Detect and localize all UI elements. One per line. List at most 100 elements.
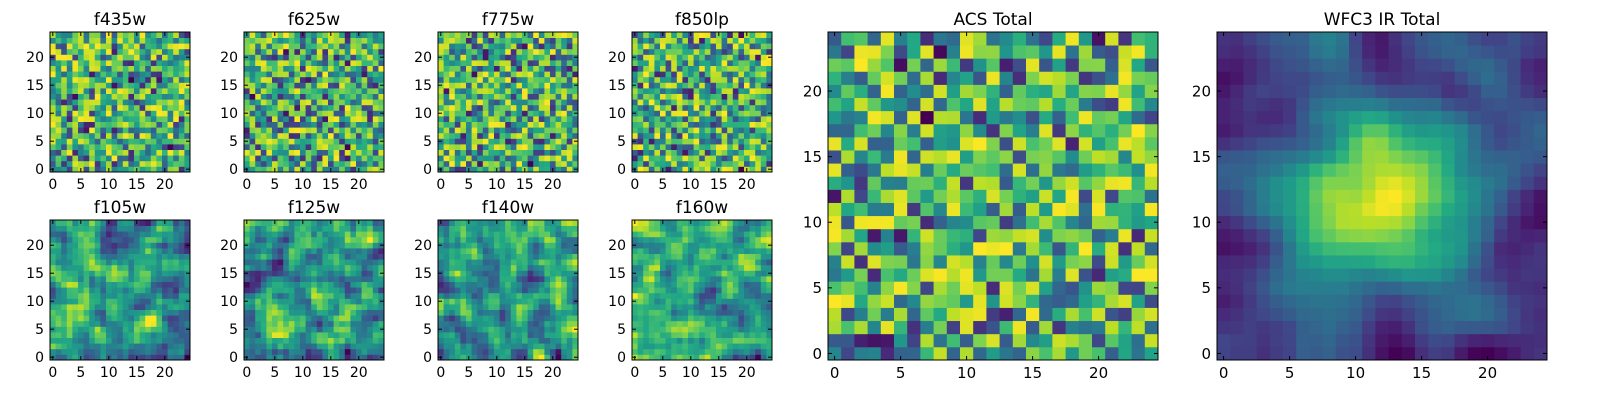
heatmap-cell: [483, 127, 489, 133]
heatmap-cell: [78, 237, 84, 243]
heatmap-cell: [733, 43, 739, 49]
heatmap-cell: [477, 110, 483, 116]
heatmap-cell: [494, 332, 500, 338]
heatmap-cell: [438, 161, 444, 167]
heatmap-cell: [505, 82, 511, 88]
heatmap-cell: [500, 332, 506, 338]
heatmap-cell: [505, 71, 511, 77]
heatmap-cell: [162, 88, 168, 94]
heatmap-cell: [500, 298, 506, 304]
heatmap-cell: [306, 265, 312, 271]
heatmap-cell: [455, 60, 461, 66]
heatmap-cell: [561, 60, 567, 66]
heatmap-cell: [733, 127, 739, 133]
heatmap-cell: [294, 304, 300, 310]
heatmap-cell: [682, 304, 688, 310]
heatmap-cell: [483, 122, 489, 128]
heatmap-cell: [162, 326, 168, 332]
heatmap-cell: [328, 144, 334, 150]
heatmap-cell: [134, 60, 140, 66]
heatmap-cell: [100, 237, 106, 243]
heatmap-cell: [460, 49, 466, 55]
heatmap-cell: [168, 32, 174, 38]
heatmap-cell: [151, 144, 157, 150]
heatmap-cell: [638, 88, 644, 94]
heatmap-cell: [289, 82, 295, 88]
heatmap-cell: [460, 99, 466, 105]
heatmap-cell: [306, 105, 312, 111]
heatmap-cell: [750, 122, 756, 128]
heatmap-cell: [278, 226, 284, 232]
heatmap-cell: [522, 122, 528, 128]
heatmap-cell: [373, 54, 379, 60]
heatmap-cell: [255, 248, 261, 254]
heatmap-cell: [444, 237, 450, 243]
heatmap-cell: [373, 77, 379, 83]
heatmap-cell: [511, 293, 517, 299]
heatmap-cell: [78, 116, 84, 122]
heatmap-cell: [294, 242, 300, 248]
heatmap-cell: [455, 315, 461, 321]
heatmap-cell: [638, 293, 644, 299]
heatmap-cell: [550, 321, 556, 327]
heatmap-cell: [522, 226, 528, 232]
heatmap-cell: [89, 99, 95, 105]
heatmap-cell: [61, 321, 67, 327]
heatmap-cell: [50, 265, 56, 271]
heatmap-cell: [95, 105, 101, 111]
heatmap-cell: [356, 71, 362, 77]
heatmap-cell: [539, 66, 545, 72]
heatmap-cell: [567, 133, 573, 139]
heatmap-cell: [677, 43, 683, 49]
heatmap-cell: [100, 138, 106, 144]
heatmap-cell: [350, 287, 356, 293]
heatmap-cell: [677, 127, 683, 133]
heatmap-cell: [117, 293, 123, 299]
heatmap-cell: [289, 150, 295, 156]
heatmap-cell: [162, 127, 168, 133]
heatmap-cell: [244, 248, 250, 254]
heatmap-cell: [67, 321, 73, 327]
heatmap-cell: [350, 54, 356, 60]
heatmap-cell: [140, 276, 146, 282]
heatmap-cell: [328, 231, 334, 237]
heatmap-cell: [472, 287, 478, 293]
y-tick-label: 20: [414, 238, 432, 254]
heatmap-cell: [761, 116, 767, 122]
heatmap-cell: [56, 88, 62, 94]
heatmap-cell: [722, 71, 728, 77]
heatmap-cell: [688, 315, 694, 321]
heatmap-cell: [356, 127, 362, 133]
heatmap-cell: [151, 49, 157, 55]
heatmap-cell: [278, 282, 284, 288]
heatmap-cell: [561, 332, 567, 338]
heatmap-cell: [266, 49, 272, 55]
heatmap-cell: [322, 220, 328, 226]
heatmap-cell: [339, 259, 345, 265]
heatmap-cell: [500, 343, 506, 349]
heatmap-cell: [722, 82, 728, 88]
heatmap-cell: [162, 349, 168, 355]
heatmap-cell: [134, 287, 140, 293]
heatmap-cell: [544, 259, 550, 265]
heatmap-cell: [294, 38, 300, 44]
heatmap-cell: [761, 122, 767, 128]
heatmap-cell: [322, 265, 328, 271]
heatmap-cell: [328, 105, 334, 111]
heatmap-cell: [472, 321, 478, 327]
heatmap-cell: [95, 315, 101, 321]
heatmap-cell: [266, 77, 272, 83]
heatmap-cell: [738, 150, 744, 156]
heatmap-cell: [460, 321, 466, 327]
heatmap-cell: [550, 326, 556, 332]
heatmap-cell: [328, 270, 334, 276]
heatmap-cell: [272, 127, 278, 133]
heatmap-cell: [272, 248, 278, 254]
heatmap-cell: [699, 105, 705, 111]
heatmap-cell: [449, 105, 455, 111]
heatmap-cell: [56, 133, 62, 139]
heatmap-cell: [761, 32, 767, 38]
heatmap-cell: [516, 282, 522, 288]
heatmap-cell: [477, 127, 483, 133]
heatmap-cell: [283, 231, 289, 237]
